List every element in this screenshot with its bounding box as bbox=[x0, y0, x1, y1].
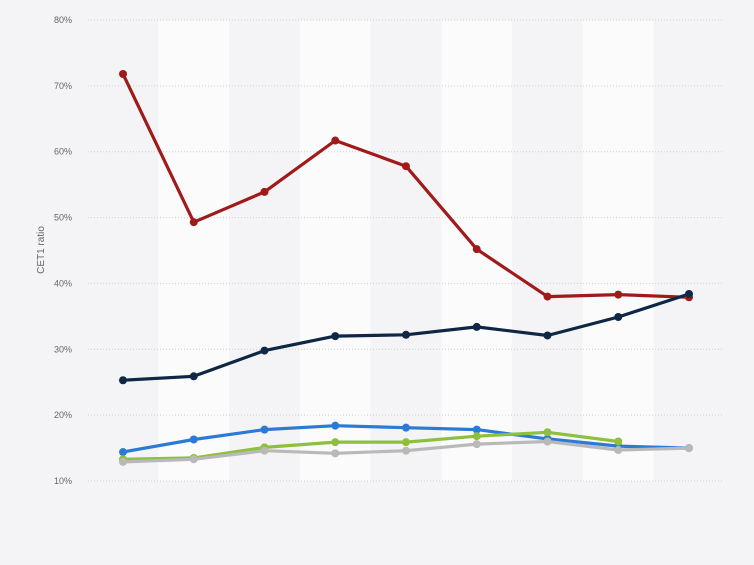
data-point[interactable] bbox=[331, 438, 340, 447]
data-point[interactable] bbox=[331, 449, 340, 458]
data-point[interactable] bbox=[472, 322, 481, 331]
data-point[interactable] bbox=[260, 425, 269, 434]
data-point[interactable] bbox=[331, 421, 340, 430]
series-points bbox=[119, 70, 693, 466]
y-tick-label: 20% bbox=[54, 410, 72, 420]
data-point[interactable] bbox=[331, 136, 340, 145]
column-band bbox=[582, 20, 654, 481]
data-point[interactable] bbox=[331, 332, 340, 341]
data-point[interactable] bbox=[614, 437, 623, 446]
y-tick-label: 60% bbox=[54, 147, 72, 157]
data-point[interactable] bbox=[472, 425, 481, 434]
y-tick-label: 50% bbox=[54, 213, 72, 223]
y-tick-label: 70% bbox=[54, 81, 72, 91]
y-tick-label: 30% bbox=[54, 344, 72, 354]
y-axis-ticks: 10% 20% 30% 40% 50% 60% 70% 80% bbox=[54, 15, 72, 486]
data-point[interactable] bbox=[260, 446, 269, 455]
series-line-4 bbox=[121, 430, 620, 461]
data-point[interactable] bbox=[685, 289, 693, 298]
data-point[interactable] bbox=[119, 376, 127, 385]
y-axis-label: CET1 ratio bbox=[36, 226, 47, 274]
data-point[interactable] bbox=[402, 330, 410, 339]
data-point[interactable] bbox=[119, 448, 127, 457]
data-point[interactable] bbox=[543, 292, 552, 301]
data-point[interactable] bbox=[472, 432, 481, 441]
data-point[interactable] bbox=[614, 290, 623, 299]
data-point[interactable] bbox=[685, 444, 693, 453]
y-tick-label: 10% bbox=[54, 476, 72, 486]
data-point[interactable] bbox=[189, 435, 198, 444]
data-point[interactable] bbox=[543, 437, 552, 446]
data-point[interactable] bbox=[614, 313, 623, 322]
data-point[interactable] bbox=[260, 346, 269, 355]
data-point[interactable] bbox=[472, 440, 481, 449]
data-point[interactable] bbox=[402, 438, 410, 447]
data-point[interactable] bbox=[189, 455, 198, 464]
data-point[interactable] bbox=[189, 218, 198, 227]
data-point[interactable] bbox=[472, 245, 481, 254]
column-band bbox=[299, 20, 371, 481]
y-tick-label: 80% bbox=[54, 15, 72, 25]
column-band bbox=[158, 20, 230, 481]
data-point[interactable] bbox=[614, 446, 623, 455]
data-point[interactable] bbox=[402, 162, 410, 171]
data-point[interactable] bbox=[402, 446, 410, 455]
data-point[interactable] bbox=[119, 70, 127, 79]
y-tick-label: 40% bbox=[54, 278, 72, 288]
data-point[interactable] bbox=[119, 457, 127, 466]
data-point[interactable] bbox=[543, 428, 552, 437]
data-point[interactable] bbox=[543, 331, 552, 340]
data-point[interactable] bbox=[402, 423, 410, 432]
data-point[interactable] bbox=[189, 372, 198, 381]
column-bands bbox=[158, 20, 654, 481]
gridlines bbox=[88, 19, 724, 482]
data-point[interactable] bbox=[260, 187, 269, 196]
